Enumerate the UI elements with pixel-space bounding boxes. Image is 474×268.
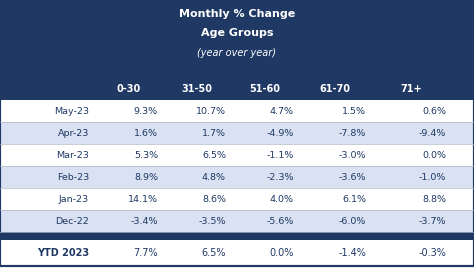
Text: 31-50: 31-50 [182,84,212,94]
Text: -1.1%: -1.1% [266,151,294,159]
Text: -1.0%: -1.0% [419,173,446,181]
Text: 8.6%: 8.6% [202,195,226,203]
Text: 14.1%: 14.1% [128,195,158,203]
Text: 0.6%: 0.6% [422,106,446,116]
Text: -3.4%: -3.4% [130,217,158,225]
Bar [0,210,474,232]
Text: -3.7%: -3.7% [419,217,446,225]
Bar [0,188,474,210]
Text: Dec-22: Dec-22 [55,217,89,225]
Text: 1.6%: 1.6% [134,128,158,137]
Text: Feb-23: Feb-23 [57,173,89,181]
Text: 1.7%: 1.7% [202,128,226,137]
Bar [0,144,474,166]
Text: 8.9%: 8.9% [134,173,158,181]
Text: -7.8%: -7.8% [338,128,366,137]
Bar [0,78,474,266]
Text: Monthly % Change: Monthly % Change [179,9,295,19]
Text: YTD 2023: YTD 2023 [37,248,89,258]
Text: 6.5%: 6.5% [202,151,226,159]
Bar [0,166,474,188]
Text: (year over year): (year over year) [198,48,276,58]
Text: -3.6%: -3.6% [338,173,366,181]
Text: 5.3%: 5.3% [134,151,158,159]
Text: 0-30: 0-30 [117,84,141,94]
Text: -3.5%: -3.5% [199,217,226,225]
Text: May-23: May-23 [54,106,89,116]
Text: Age Groups: Age Groups [201,28,273,38]
Bar [0,232,474,240]
Text: 9.3%: 9.3% [134,106,158,116]
Text: -5.6%: -5.6% [266,217,294,225]
Text: -1.4%: -1.4% [338,248,366,258]
Text: 0.0%: 0.0% [422,151,446,159]
Text: Jan-23: Jan-23 [59,195,89,203]
Text: -2.3%: -2.3% [266,173,294,181]
Text: Apr-23: Apr-23 [58,128,89,137]
Text: Mar-23: Mar-23 [56,151,89,159]
Text: 6.1%: 6.1% [342,195,366,203]
Text: 4.0%: 4.0% [270,195,294,203]
Bar [0,122,474,144]
Text: 4.7%: 4.7% [270,106,294,116]
Text: 10.7%: 10.7% [196,106,226,116]
Text: -3.0%: -3.0% [338,151,366,159]
Text: 71+: 71+ [400,84,422,94]
Bar [0,0,474,78]
Text: 1.5%: 1.5% [342,106,366,116]
Text: 4.8%: 4.8% [202,173,226,181]
Bar [0,240,474,266]
Text: 0.0%: 0.0% [270,248,294,258]
Text: 8.8%: 8.8% [422,195,446,203]
Text: 61-70: 61-70 [319,84,350,94]
Text: -6.0%: -6.0% [338,217,366,225]
Text: -9.4%: -9.4% [419,128,446,137]
Bar [0,100,474,122]
Text: 7.7%: 7.7% [133,248,158,258]
Bar [0,78,474,100]
Text: -4.9%: -4.9% [266,128,294,137]
Text: -0.3%: -0.3% [418,248,446,258]
Text: 51-60: 51-60 [249,84,281,94]
Text: 6.5%: 6.5% [201,248,226,258]
